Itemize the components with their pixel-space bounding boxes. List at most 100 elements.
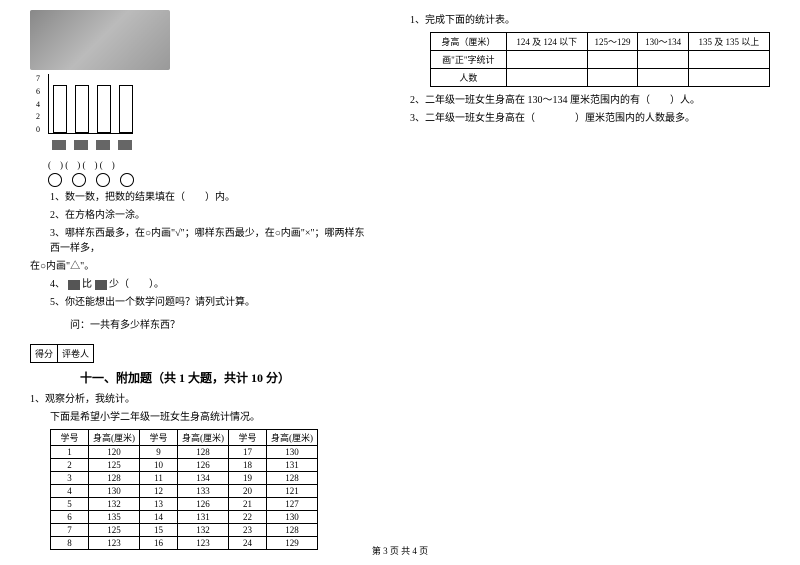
x-axis-icons xyxy=(52,140,132,150)
circle xyxy=(96,173,110,187)
table-cell: 120 xyxy=(89,446,140,459)
table-header: 130～134 xyxy=(638,33,689,51)
table-header: 身高(厘米) xyxy=(178,430,229,446)
table-cell: 134 xyxy=(178,472,229,485)
question-5: 5、你还能想出一个数学问题吗？请列式计算。 xyxy=(50,295,370,310)
table-cell: 7 xyxy=(51,524,89,537)
question-1: 1、数一数，把数的结果填在（ ）内。 xyxy=(50,190,370,205)
table-cell: 4 xyxy=(51,485,89,498)
table-cell: 1 xyxy=(51,446,89,459)
table-cell: 24 xyxy=(229,537,267,550)
table-cell: 15 xyxy=(140,524,178,537)
table-cell: 14 xyxy=(140,511,178,524)
table-header: 124 及 124 以下 xyxy=(506,33,587,51)
table-cell: 8 xyxy=(51,537,89,550)
table-header: 135 及 135 以上 xyxy=(688,33,769,51)
table-header: 学号 xyxy=(229,430,267,446)
circle xyxy=(48,173,62,187)
summary-table: 身高（厘米）124 及 124 以下125～129130～134135 及 13… xyxy=(430,32,770,87)
table-cell: 3 xyxy=(51,472,89,485)
table-cell: 23 xyxy=(229,524,267,537)
table-row: 71251513223128 xyxy=(51,524,318,537)
table-header: 学号 xyxy=(140,430,178,446)
bar xyxy=(97,85,111,133)
table-cell: 10 xyxy=(140,459,178,472)
y-tick: 6 xyxy=(36,87,40,96)
table-row: 1120912817130 xyxy=(51,446,318,459)
circle-row xyxy=(48,173,370,187)
y-tick: 4 xyxy=(36,100,40,109)
table-cell: 133 xyxy=(178,485,229,498)
row-label: 人数 xyxy=(431,69,507,87)
table-cell: 123 xyxy=(89,537,140,550)
table-row: 画"正"字统计 xyxy=(431,51,770,69)
q4-text: 4、 xyxy=(50,279,65,290)
table-row: 41301213320121 xyxy=(51,485,318,498)
grader-label: 评卷人 xyxy=(58,345,93,362)
table-cell: 131 xyxy=(267,459,318,472)
y-tick: 0 xyxy=(36,125,40,134)
table-cell: 20 xyxy=(229,485,267,498)
table-cell: 126 xyxy=(178,498,229,511)
bar xyxy=(119,85,133,133)
table-cell: 127 xyxy=(267,498,318,511)
bar-chart: 7 6 4 2 0 xyxy=(36,74,166,144)
table-cell: 128 xyxy=(267,524,318,537)
table-cell: 17 xyxy=(229,446,267,459)
item-icon xyxy=(95,280,107,290)
observe-2: 下面是希望小学二年级一班女生身高统计情况。 xyxy=(50,410,370,425)
table-cell: 123 xyxy=(178,537,229,550)
table-cell: 132 xyxy=(89,498,140,511)
q4-text: 比 xyxy=(82,279,92,290)
score-label: 得分 xyxy=(31,345,58,362)
y-tick: 7 xyxy=(36,74,40,83)
observe-1: 1、观察分析，我统计。 xyxy=(30,392,370,407)
row-label: 画"正"字统计 xyxy=(431,51,507,69)
table-cell: 130 xyxy=(267,446,318,459)
q4-text: 少（ ）。 xyxy=(109,279,164,290)
table-row: 81231612324129 xyxy=(51,537,318,550)
table-cell: 21 xyxy=(229,498,267,511)
table-cell: 11 xyxy=(140,472,178,485)
table-cell: 128 xyxy=(89,472,140,485)
table-row: 人数 xyxy=(431,69,770,87)
table-row: 21251012618131 xyxy=(51,459,318,472)
table-header-row: 学号身高(厘米)学号身高(厘米)学号身高(厘米) xyxy=(51,430,318,446)
circle xyxy=(120,173,134,187)
table-cell: 22 xyxy=(229,511,267,524)
left-column: 7 6 4 2 0 ( ) ( ) ( ) ( ) xyxy=(30,10,370,550)
table-row: 61351413122130 xyxy=(51,511,318,524)
page-footer: 第 3 页 共 4 页 xyxy=(372,544,428,557)
right-q1: 1、完成下面的统计表。 xyxy=(410,13,770,28)
table-header: 身高（厘米） xyxy=(431,33,507,51)
table-header: 125～129 xyxy=(587,33,638,51)
question-ask: 问：一共有多少样东西？ xyxy=(70,318,370,333)
table-cell: 135 xyxy=(89,511,140,524)
right-column: 1、完成下面的统计表。 身高（厘米）124 及 124 以下125～129130… xyxy=(410,10,770,550)
table-cell: 125 xyxy=(89,459,140,472)
section-title: 十一、附加题（共 1 大题，共计 10 分） xyxy=(80,369,370,386)
table-row: 51321312621127 xyxy=(51,498,318,511)
question-2: 2、在方格内涂一涂。 xyxy=(50,208,370,223)
question-3a: 3、哪样东西最多，在○内画"√"；哪样东西最少，在○内画"×"；哪两样东西一样多… xyxy=(50,226,370,256)
table-cell: 9 xyxy=(140,446,178,459)
circle xyxy=(72,173,86,187)
table-cell: 16 xyxy=(140,537,178,550)
bars-area xyxy=(48,74,133,134)
x-icon xyxy=(74,140,88,150)
table-cell: 128 xyxy=(267,472,318,485)
item-icon xyxy=(68,280,80,290)
x-icon xyxy=(96,140,110,150)
question-3b: 在○内画"△"。 xyxy=(30,259,370,274)
table-cell: 130 xyxy=(89,485,140,498)
height-data-table: 学号身高(厘米)学号身高(厘米)学号身高(厘米) 112091281713021… xyxy=(50,429,318,550)
table-cell: 130 xyxy=(267,511,318,524)
y-axis: 7 6 4 2 0 xyxy=(36,74,40,134)
table-cell: 5 xyxy=(51,498,89,511)
table-cell: 129 xyxy=(267,537,318,550)
table-cell: 126 xyxy=(178,459,229,472)
question-4: 4、 比 少（ ）。 xyxy=(50,277,370,292)
x-icon xyxy=(118,140,132,150)
paren-row: ( ) ( ) ( ) ( ) xyxy=(48,158,370,171)
y-tick: 2 xyxy=(36,112,40,121)
